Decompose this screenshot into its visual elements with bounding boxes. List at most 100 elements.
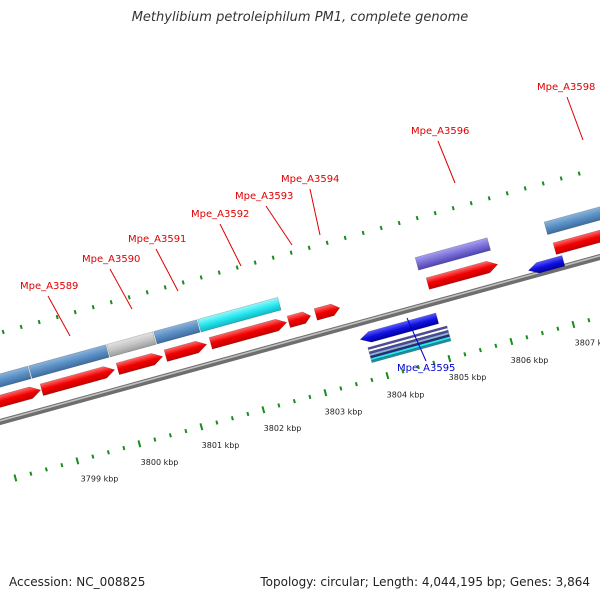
scale-tick: [109, 300, 113, 305]
scale-tick: [75, 457, 80, 465]
scale-tick: [217, 270, 221, 275]
gene-cds-arrow-shape: [0, 386, 42, 415]
gene-cds-arrow-shape: [286, 311, 312, 329]
gene-bar-steel-1-body: [0, 365, 32, 396]
scale-tick: [385, 371, 390, 380]
gene-label: Mpe_A3594: [281, 174, 339, 185]
gene-bar-cyan: [197, 297, 282, 333]
scale-tick: [292, 399, 296, 404]
scale-label: 3800 kbp: [141, 458, 179, 467]
gene-cds-arrow: [425, 260, 499, 290]
gene-cds-arrow-shape: [208, 318, 288, 350]
gene-cds-arrow-body: [0, 386, 42, 415]
scale-tick: [307, 245, 311, 250]
scale-tick: [13, 474, 18, 482]
gene-bar-gray: [106, 331, 157, 358]
scale-tick: [587, 318, 591, 323]
scale-tick: [379, 225, 383, 231]
scale-tick: [44, 467, 48, 472]
scale-tick: [415, 215, 419, 221]
scale-label: 3807 kbp: [575, 339, 600, 348]
scale-tick: [525, 335, 529, 340]
gene-bar-purple-shape: [414, 237, 491, 271]
gene-label: Mpe_A3592: [191, 209, 249, 220]
scale-tick: [261, 406, 266, 414]
gene-minus-arrow-small: [527, 255, 566, 274]
gene-label: Mpe_A3589: [20, 281, 78, 292]
gene-bar-steel-4-body: [543, 204, 600, 235]
gene-label-leader: [109, 268, 133, 310]
accession-text: Accession: NC_008825: [9, 575, 146, 589]
gene-cds-arrow: [163, 340, 208, 362]
page-title: Methylibium petroleiphilum PM1, complete…: [131, 10, 469, 25]
gene-cds-arrow: [0, 386, 42, 415]
genome-backbone-highlight: [0, 254, 600, 422]
gene-cds-arrow: [552, 228, 600, 255]
gene-cds-arrow-shape: [115, 353, 164, 376]
scale-tick: [401, 369, 405, 374]
scale-tick: [540, 330, 544, 336]
gene-cds-arrow-body: [39, 366, 116, 396]
scale-tick: [184, 428, 188, 434]
scale-tick: [559, 176, 563, 181]
gene-bar-steel-1-shape: [0, 365, 32, 396]
scale-tick: [463, 352, 467, 357]
gene-bar-cyan-body: [197, 297, 282, 333]
scale-tick: [577, 171, 581, 176]
gene-labels: Mpe_A3589 Mpe_A3590 Mpe_A3591 Mpe_A3592 Mpe_…: [20, 82, 595, 374]
scale-tick: [416, 364, 420, 370]
upper-tick-row: [1, 171, 581, 335]
gene-bar-purple: [414, 237, 491, 271]
gene-cds-arrow-body: [313, 303, 341, 321]
scale-label: 3806 kbp: [511, 356, 549, 365]
scale-tick: [215, 420, 219, 425]
gene-bar-steel-2-shape: [28, 344, 110, 379]
gene-bar-gray-shape: [106, 331, 157, 358]
gene-bar-steel-2-body: [28, 344, 110, 379]
scale-label: 3802 kbp: [264, 424, 302, 433]
gene-cds-arrow-body: [208, 318, 288, 350]
scale-tick: [122, 445, 126, 451]
gene-label-leader: [406, 317, 427, 362]
scale-tick: [271, 255, 275, 260]
gene-label-leader: [309, 188, 321, 236]
gene-bar-steel-4-shape: [543, 204, 600, 235]
scale-label: 3801 kbp: [202, 441, 240, 450]
gene-bar-purple-body: [414, 237, 491, 271]
scale-tick: [509, 337, 514, 346]
scale-tick: [308, 394, 312, 400]
scale-tick: [469, 201, 473, 206]
gene-minus-arrow-body: [359, 312, 440, 343]
gene-stripe-shape: [370, 338, 452, 364]
gene-minus-arrow-small-shape: [527, 255, 566, 274]
gene-cds-arrow: [115, 353, 164, 376]
scale-tick: [397, 220, 401, 226]
gene-stripe: [370, 338, 452, 364]
scale-tick: [541, 181, 545, 186]
scale-tick: [246, 411, 250, 417]
scale-tick: [1, 329, 5, 335]
scale-tick: [163, 285, 167, 290]
scale-tick: [91, 304, 95, 310]
scale-tick: [37, 319, 41, 325]
gene-cds-arrow: [208, 318, 288, 350]
gene-bar-gray-body: [106, 331, 157, 358]
gene-bar-steel-3: [153, 319, 201, 345]
gene-cds-arrow: [286, 311, 312, 329]
scale-label: 3804 kbp: [387, 390, 425, 399]
scale-tick: [91, 454, 95, 459]
gene-label-leader: [566, 96, 584, 141]
gene-cds-arrow-body: [425, 260, 499, 290]
scale-tick: [433, 210, 437, 216]
gene-cds-arrow-shape: [552, 228, 600, 255]
gene-cds-arrow-shape: [39, 366, 116, 396]
scale-tick: [29, 471, 33, 476]
scale-tick: [277, 403, 281, 408]
scale-tick: [451, 205, 455, 211]
scale-tick: [325, 240, 329, 246]
gene-cds-arrow-body: [115, 353, 164, 376]
gene-label-leader: [265, 205, 293, 246]
gene-label: Mpe_A3593: [235, 191, 293, 202]
gene-cds-arrow-shape: [425, 260, 499, 290]
